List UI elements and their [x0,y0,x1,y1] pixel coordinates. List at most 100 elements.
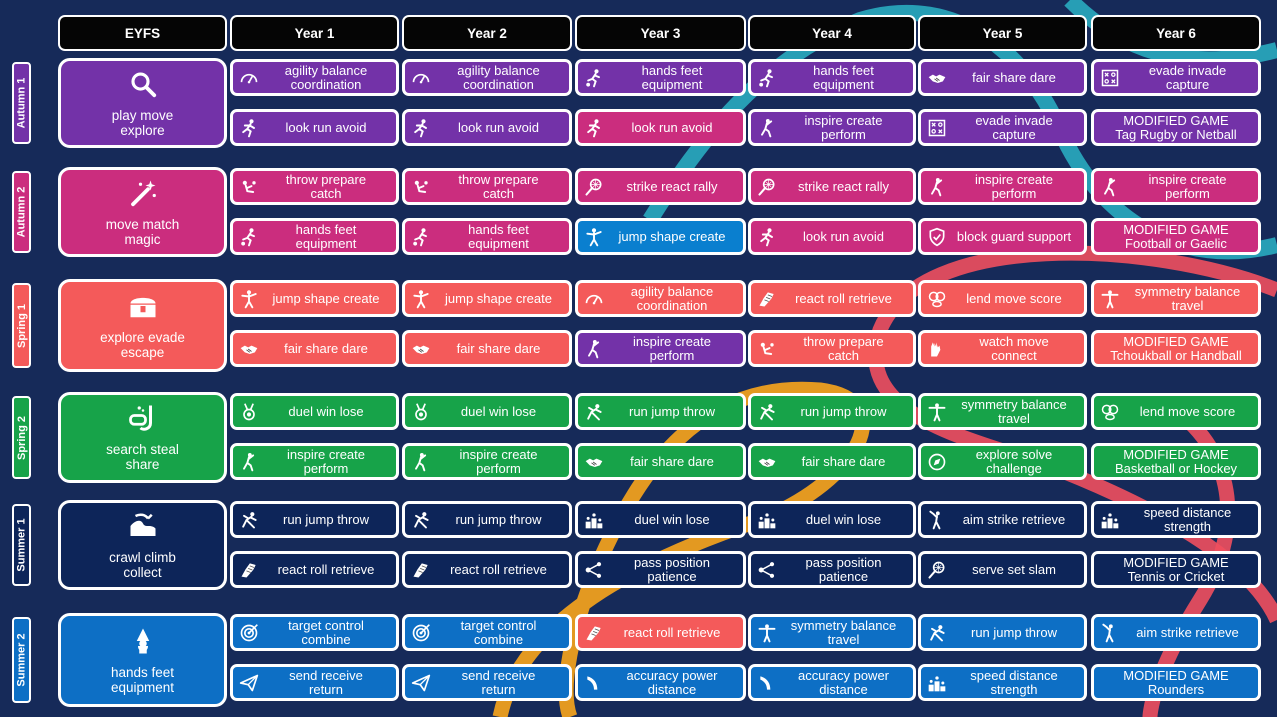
unit-cell[interactable]: inspire create perform [230,443,399,480]
unit-label: look run avoid [631,119,713,135]
unit-cell[interactable]: fair share dare [575,443,746,480]
unit-cell[interactable]: fair share dare [918,59,1087,96]
unit-cell[interactable]: symmetry balance travel [1091,280,1261,317]
unit-cell[interactable]: throw prepare catch [230,168,399,205]
unit-cell[interactable]: block guard support [918,218,1087,255]
unit-cell[interactable]: run jump throw [918,614,1087,651]
unit-cell[interactable]: symmetry balance travel [918,393,1087,430]
unit-cell[interactable]: look run avoid [748,218,916,255]
unit-cell[interactable]: duel win lose [402,393,572,430]
shield-icon [926,226,948,248]
unit-cell[interactable]: hands feet equipment [575,59,746,96]
unit-cell[interactable]: duel win lose [230,393,399,430]
unit-cell[interactable]: aim strike retrieve [918,501,1087,538]
unit-cell[interactable]: look run avoid [575,109,746,146]
unit-cell[interactable]: aim strike retrieve [1091,614,1261,651]
eyfs-cell-summer-2[interactable]: hands feet equipment [58,613,227,707]
unit-label: fair share dare [284,340,368,356]
unit-cell[interactable]: run jump throw [402,501,572,538]
unit-cell[interactable]: inspire create perform [402,443,572,480]
unit-cell[interactable]: hands feet equipment [748,59,916,96]
unit-label: jump shape create [272,290,380,306]
unit-label: target control combine [288,618,364,647]
modified-game-cell[interactable]: MODIFIED GAME Tchoukball or Handball [1091,330,1261,367]
unit-cell[interactable]: lend move score [1091,393,1261,430]
unit-cell[interactable]: react roll retrieve [748,280,916,317]
unit-cell[interactable]: look run avoid [402,109,572,146]
unit-cell[interactable]: accuracy power distance [575,664,746,701]
podium-icon [1099,509,1121,531]
thrower-icon [756,338,778,360]
gymnast-icon [926,401,948,423]
boomerang-icon [756,672,778,694]
unit-cell[interactable]: throw prepare catch [748,330,916,367]
unit-cell[interactable]: react roll retrieve [575,614,746,651]
term-label-text: Summer 1 [15,518,28,572]
unit-cell[interactable]: target control combine [402,614,572,651]
unit-cell[interactable]: speed distance strength [1091,501,1261,538]
unit-cell[interactable]: fair share dare [230,330,399,367]
tactics-board-icon [926,117,948,139]
unit-cell[interactable]: pass position patience [748,551,916,588]
header-year-2: Year 2 [402,15,572,51]
unit-cell[interactable]: inspire create perform [575,330,746,367]
unit-cell[interactable]: jump shape create [230,280,399,317]
unit-cell[interactable]: duel win lose [575,501,746,538]
unit-cell[interactable]: run jump throw [230,501,399,538]
unit-cell[interactable]: strike react rally [575,168,746,205]
unit-cell[interactable]: inspire create perform [918,168,1087,205]
unit-cell[interactable]: run jump throw [748,393,916,430]
unit-cell[interactable]: hands feet equipment [230,218,399,255]
runner-ball-icon [238,226,260,248]
unit-label: send receive return [461,668,536,697]
unit-cell[interactable]: serve set slam [918,551,1087,588]
unit-cell[interactable]: react roll retrieve [230,551,399,588]
unit-cell[interactable]: throw prepare catch [402,168,572,205]
eyfs-cell-spring-2[interactable]: search steal share [58,392,227,483]
unit-cell[interactable]: react roll retrieve [402,551,572,588]
modified-game-cell[interactable]: MODIFIED GAME Rounders [1091,664,1261,701]
unit-cell[interactable]: evade invade capture [918,109,1087,146]
eyfs-cell-summer-1[interactable]: crawl climb collect [58,500,227,590]
unit-cell[interactable]: pass position patience [575,551,746,588]
unit-cell[interactable]: lend move score [918,280,1087,317]
unit-cell[interactable]: evade invade capture [1091,59,1261,96]
unit-cell[interactable]: agility balance coordination [575,280,746,317]
unit-cell[interactable]: fair share dare [402,330,572,367]
unit-cell[interactable]: strike react rally [748,168,916,205]
eyfs-cell-autumn-1[interactable]: play move explore [58,58,227,148]
podium-icon [583,509,605,531]
unit-cell[interactable]: inspire create perform [1091,168,1261,205]
unit-cell[interactable]: accuracy power distance [748,664,916,701]
unit-cell[interactable]: hands feet equipment [402,218,572,255]
eyfs-cell-autumn-2[interactable]: move match magic [58,167,227,257]
modified-game-cell[interactable]: MODIFIED GAME Basketball or Hockey [1091,443,1261,480]
modified-game-cell[interactable]: MODIFIED GAME Football or Gaelic [1091,218,1261,255]
sprinter-icon [756,401,778,423]
eyfs-cell-spring-1[interactable]: explore evade escape [58,279,227,372]
unit-cell[interactable]: speed distance strength [918,664,1087,701]
unit-cell[interactable]: look run avoid [230,109,399,146]
unit-cell[interactable]: send receive return [402,664,572,701]
unit-cell[interactable]: agility balance coordination [230,59,399,96]
unit-cell[interactable]: agility balance coordination [402,59,572,96]
unit-cell[interactable]: fair share dare [748,443,916,480]
unit-cell[interactable]: jump shape create [575,218,746,255]
unit-cell[interactable]: duel win lose [748,501,916,538]
modified-game-cell[interactable]: MODIFIED GAME Tag Rugby or Netball [1091,109,1261,146]
unit-cell[interactable]: inspire create perform [748,109,916,146]
unit-label: strike react rally [797,178,890,194]
term-label-text: Spring 1 [15,303,28,348]
unit-cell[interactable]: symmetry balance travel [748,614,916,651]
unit-cell[interactable]: watch move connect [918,330,1087,367]
unit-cell[interactable]: jump shape create [402,280,572,317]
unit-cell[interactable]: run jump throw [575,393,746,430]
unit-cell[interactable]: explore solve challenge [918,443,1087,480]
unit-label: fair share dare [456,340,541,356]
unit-cell[interactable]: send receive return [230,664,399,701]
jumper-icon [410,288,432,310]
unit-label: MODIFIED GAME Rounders [1123,668,1229,697]
unit-cell[interactable]: target control combine [230,614,399,651]
modified-game-cell[interactable]: MODIFIED GAME Tennis or Cricket [1091,551,1261,588]
term-label-spring-1: Spring 1 [12,283,31,368]
